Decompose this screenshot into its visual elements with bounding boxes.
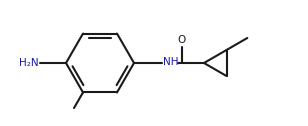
Text: O: O xyxy=(178,35,186,45)
Text: NH: NH xyxy=(163,57,179,67)
Text: H₂N: H₂N xyxy=(19,58,39,68)
